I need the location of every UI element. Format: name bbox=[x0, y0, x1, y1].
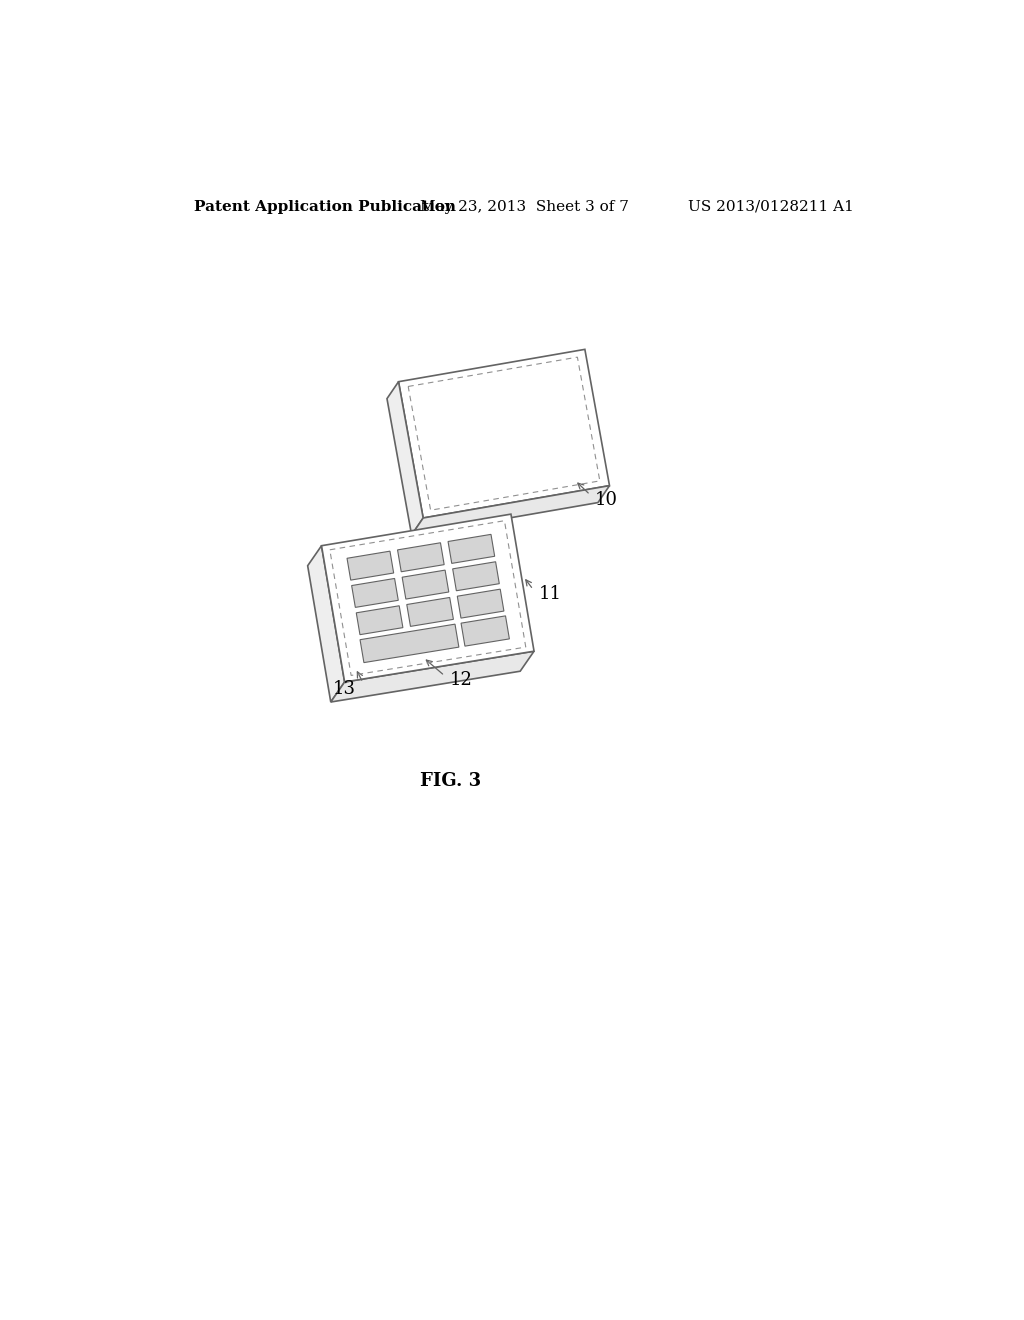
Text: 10: 10 bbox=[595, 491, 617, 508]
Polygon shape bbox=[453, 562, 500, 591]
Polygon shape bbox=[356, 606, 402, 635]
Text: 13: 13 bbox=[333, 680, 356, 698]
Polygon shape bbox=[402, 570, 449, 599]
Text: May 23, 2013  Sheet 3 of 7: May 23, 2013 Sheet 3 of 7 bbox=[421, 199, 629, 214]
Polygon shape bbox=[397, 543, 444, 572]
Polygon shape bbox=[360, 624, 459, 663]
Polygon shape bbox=[458, 589, 504, 618]
Text: Patent Application Publication: Patent Application Publication bbox=[195, 199, 457, 214]
Text: US 2013/0128211 A1: US 2013/0128211 A1 bbox=[688, 199, 854, 214]
Text: 12: 12 bbox=[450, 672, 472, 689]
Polygon shape bbox=[322, 515, 535, 682]
Polygon shape bbox=[461, 616, 509, 645]
Polygon shape bbox=[307, 545, 345, 702]
Polygon shape bbox=[331, 651, 535, 702]
Polygon shape bbox=[347, 552, 393, 579]
Text: FIG. 3: FIG. 3 bbox=[420, 772, 481, 789]
Polygon shape bbox=[407, 598, 454, 627]
Polygon shape bbox=[412, 486, 609, 535]
Polygon shape bbox=[351, 578, 398, 607]
Polygon shape bbox=[398, 350, 609, 517]
Polygon shape bbox=[449, 535, 495, 564]
Text: 11: 11 bbox=[539, 585, 561, 603]
Polygon shape bbox=[387, 381, 423, 535]
